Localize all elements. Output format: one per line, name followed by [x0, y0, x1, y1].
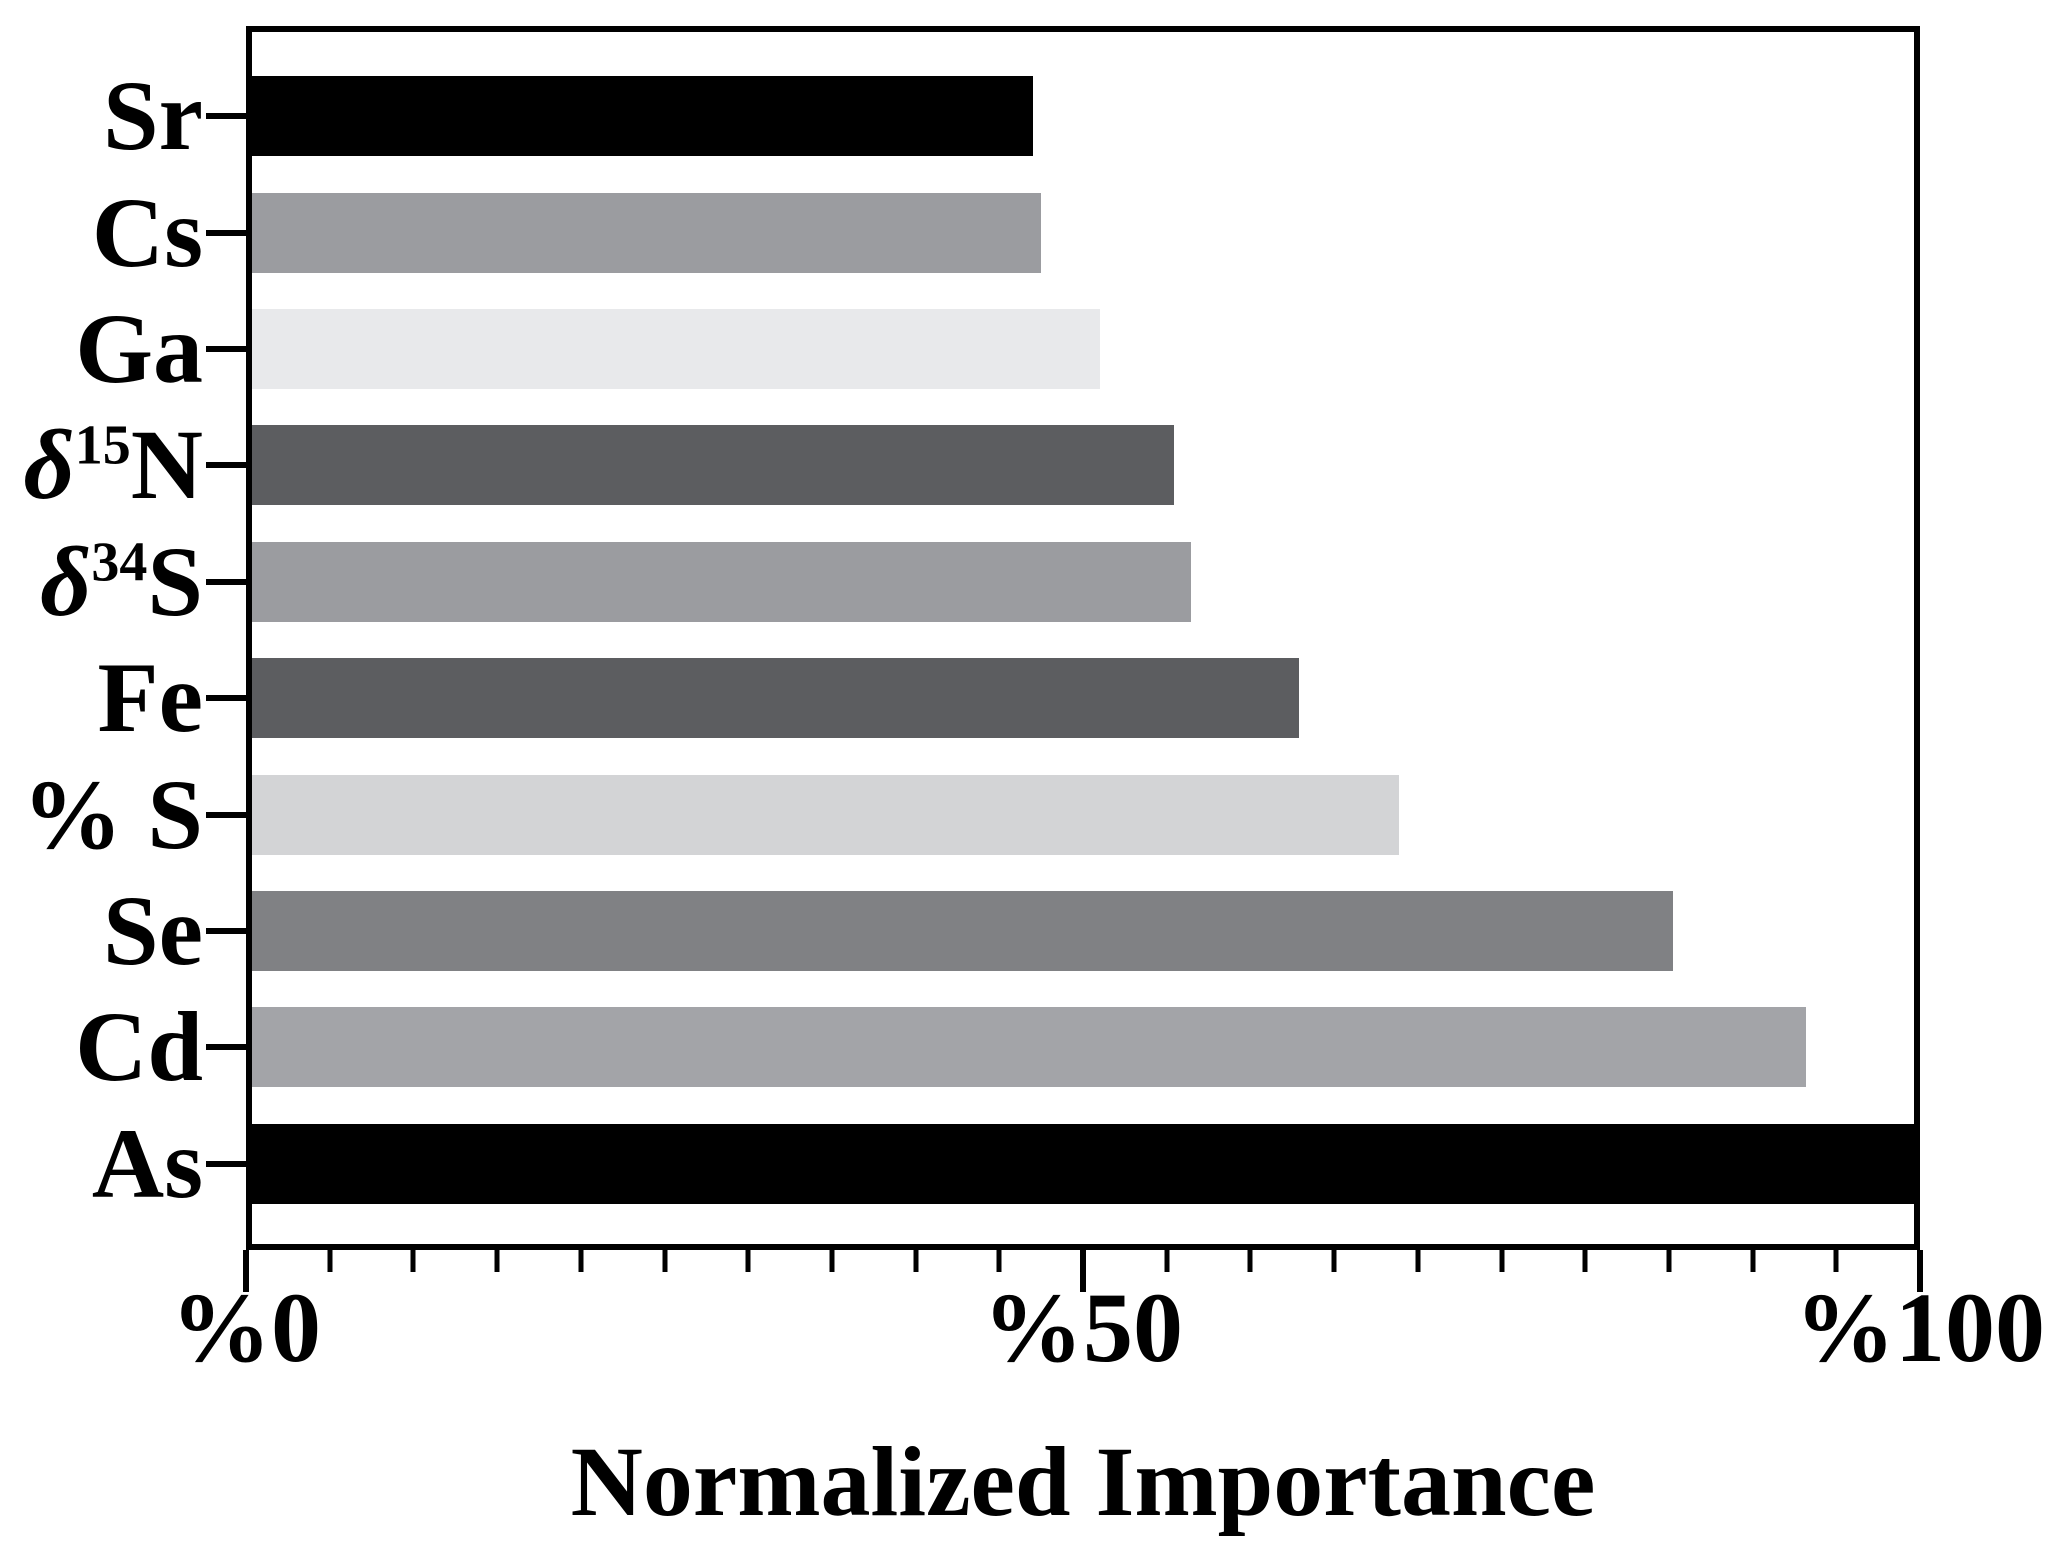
bar [252, 76, 1034, 157]
isotope-superscript: 15 [74, 415, 131, 478]
x-minor-tick [1415, 1250, 1421, 1272]
x-minor-tick [829, 1250, 835, 1272]
category-label-text: N [130, 409, 203, 521]
delta-symbol: δ [23, 409, 75, 521]
y-tick [206, 346, 246, 353]
x-minor-tick [745, 1250, 751, 1272]
bar [252, 891, 1673, 972]
x-minor-tick [494, 1250, 500, 1272]
x-axis: %0 %50 %100 [171, 1250, 2045, 1450]
category-label-text: Fe [97, 642, 203, 754]
category-label: Cs [92, 182, 203, 283]
category-label-text: S [147, 525, 203, 637]
category-label: δ15N [24, 415, 203, 515]
category-label-text: Se [103, 875, 203, 987]
category-label-text: Cd [75, 991, 203, 1103]
x-minor-tick [1499, 1250, 1504, 1272]
bar-row: Cs [92, 174, 1914, 290]
category-label-text: % S [22, 758, 203, 870]
bar-row: δ15N [24, 407, 1914, 523]
bar-row: Ga [75, 291, 1914, 407]
x-minor-tick [327, 1250, 333, 1272]
x-minor-tick [410, 1250, 416, 1272]
category-label: Ga [75, 299, 203, 399]
bars-area: Sr Cs Ga δ15N δ34S Fe% S Se Cd As [22, 32, 1914, 1244]
bar [252, 1007, 1806, 1088]
y-tick [206, 229, 246, 236]
category-label: Fe [98, 648, 203, 748]
bar [252, 541, 1192, 622]
x-tick-label: %0 [171, 1272, 321, 1383]
x-minor-tick [1164, 1250, 1170, 1272]
category-label-text: As [91, 1107, 203, 1219]
x-axis-title: Normalized Importance [570, 1426, 1596, 1537]
y-tick [206, 1160, 246, 1167]
category-label: Cd [75, 997, 203, 1097]
bar-row: As [92, 1106, 1914, 1222]
category-label-text: Ga [75, 293, 203, 405]
y-tick [206, 811, 246, 818]
bar [252, 425, 1175, 506]
bar [252, 309, 1100, 390]
x-major-tick [243, 1250, 249, 1292]
bar-row: Sr [103, 58, 1914, 174]
bar-row: Se [103, 873, 1914, 989]
x-minor-tick [1833, 1250, 1839, 1272]
x-tick-label: %50 [983, 1272, 1183, 1383]
bar [252, 1123, 1914, 1204]
bar-row: Fe [98, 640, 1914, 756]
x-tick-label: %100 [1795, 1272, 2045, 1383]
x-minor-tick [1247, 1250, 1253, 1272]
category-label: As [92, 1113, 203, 1214]
x-minor-tick [1331, 1250, 1337, 1272]
category-label: Se [103, 881, 203, 981]
category-label: % S [22, 764, 203, 865]
y-tick [206, 113, 246, 120]
category-label: Sr [103, 66, 203, 166]
x-minor-tick [1582, 1250, 1588, 1272]
x-major-tick [1917, 1250, 1923, 1292]
delta-symbol: δ [40, 525, 92, 637]
bar-row: δ34S [40, 524, 1914, 640]
x-major-tick [1080, 1250, 1086, 1292]
plot-frame: Sr Cs Ga δ15N δ34S Fe% S Se Cd As [22, 26, 1920, 1250]
x-minor-tick [578, 1250, 584, 1272]
bar-row: Cd [75, 989, 1914, 1105]
x-minor-tick [1750, 1250, 1756, 1272]
category-label: δ34S [40, 531, 203, 632]
y-tick [206, 578, 246, 585]
bar [252, 658, 1300, 739]
y-tick [206, 462, 246, 469]
bar-row: % S [22, 756, 1914, 872]
isotope-superscript: 34 [91, 531, 148, 594]
x-minor-tick [996, 1250, 1002, 1272]
y-tick [206, 695, 246, 702]
x-minor-tick [662, 1250, 667, 1272]
category-label-text: Cs [91, 176, 203, 288]
x-minor-tick [913, 1250, 919, 1272]
y-tick [206, 1044, 246, 1051]
bar [252, 192, 1042, 273]
x-minor-tick [1666, 1250, 1672, 1272]
category-label-text: Sr [103, 60, 203, 172]
bar [252, 774, 1399, 855]
y-tick [206, 928, 246, 935]
